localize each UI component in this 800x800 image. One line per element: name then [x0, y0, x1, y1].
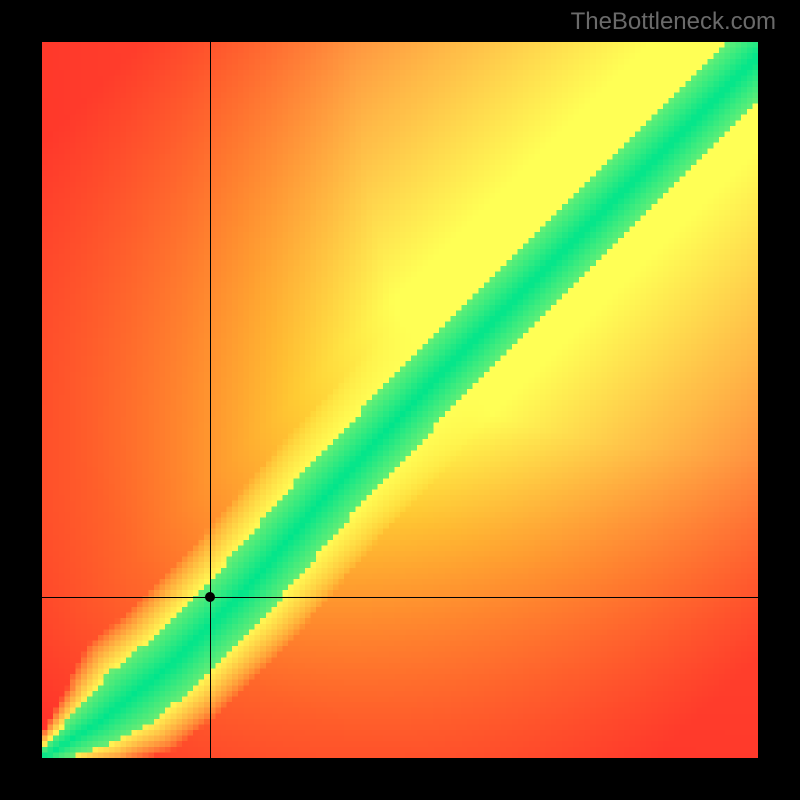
heatmap-canvas — [42, 42, 758, 758]
heatmap-plot-area — [42, 42, 758, 758]
watermark-text: TheBottleneck.com — [571, 8, 776, 36]
crosshair-marker-dot — [205, 592, 215, 602]
crosshair-horizontal — [42, 597, 758, 598]
crosshair-vertical — [210, 42, 211, 758]
